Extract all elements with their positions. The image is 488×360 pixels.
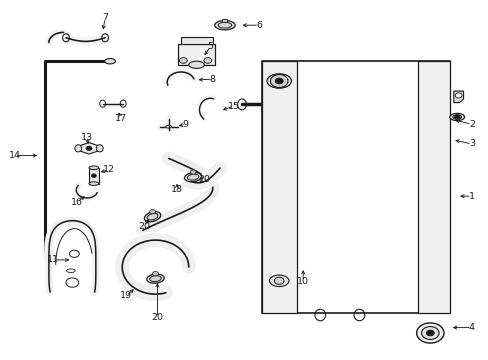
Ellipse shape <box>147 213 158 220</box>
Text: 4: 4 <box>468 323 474 332</box>
Text: 17: 17 <box>115 113 127 122</box>
Ellipse shape <box>187 174 199 180</box>
Bar <box>417 61 449 313</box>
Circle shape <box>453 115 459 119</box>
Ellipse shape <box>89 166 99 170</box>
Text: 9: 9 <box>183 120 188 129</box>
Ellipse shape <box>104 58 115 64</box>
Circle shape <box>190 170 196 174</box>
Ellipse shape <box>184 172 202 182</box>
Text: 5: 5 <box>207 42 213 51</box>
Ellipse shape <box>452 115 461 119</box>
Ellipse shape <box>218 22 231 28</box>
Text: 2: 2 <box>468 120 474 129</box>
Ellipse shape <box>144 212 161 222</box>
Ellipse shape <box>214 21 235 30</box>
Bar <box>181 37 212 44</box>
Circle shape <box>179 58 187 63</box>
Text: 8: 8 <box>209 75 215 84</box>
Ellipse shape <box>149 276 161 282</box>
Ellipse shape <box>75 145 81 152</box>
Text: 20: 20 <box>151 313 163 322</box>
Bar <box>261 61 449 313</box>
Text: 1: 1 <box>468 192 474 201</box>
Bar <box>222 19 227 22</box>
Text: 3: 3 <box>468 139 474 148</box>
Text: 20: 20 <box>198 175 210 184</box>
Text: 7: 7 <box>102 13 108 22</box>
Ellipse shape <box>266 74 291 88</box>
Text: 16: 16 <box>71 198 83 207</box>
Circle shape <box>152 271 158 276</box>
Text: 12: 12 <box>102 165 114 174</box>
Circle shape <box>203 58 211 63</box>
Polygon shape <box>81 143 97 154</box>
Bar <box>89 168 99 184</box>
Circle shape <box>274 277 284 284</box>
Text: 10: 10 <box>297 277 308 286</box>
Text: 19: 19 <box>120 292 132 300</box>
Circle shape <box>421 327 438 339</box>
Ellipse shape <box>188 61 204 68</box>
Ellipse shape <box>96 145 103 152</box>
Circle shape <box>426 330 433 336</box>
Circle shape <box>149 210 155 214</box>
Text: 11: 11 <box>47 256 59 264</box>
Ellipse shape <box>89 182 99 185</box>
Circle shape <box>270 75 287 87</box>
Text: 14: 14 <box>9 151 20 160</box>
Text: 15: 15 <box>227 102 239 111</box>
Text: 20: 20 <box>138 222 150 231</box>
Polygon shape <box>453 91 463 103</box>
Ellipse shape <box>449 113 464 121</box>
Text: 13: 13 <box>81 133 93 142</box>
Ellipse shape <box>146 274 164 283</box>
Bar <box>261 61 296 313</box>
Text: 18: 18 <box>171 184 183 194</box>
Circle shape <box>91 174 96 177</box>
Circle shape <box>275 78 283 84</box>
Circle shape <box>454 93 461 98</box>
Text: 6: 6 <box>256 21 262 30</box>
Circle shape <box>416 323 443 343</box>
Ellipse shape <box>269 275 288 287</box>
Circle shape <box>86 146 92 150</box>
Bar <box>178 44 215 65</box>
